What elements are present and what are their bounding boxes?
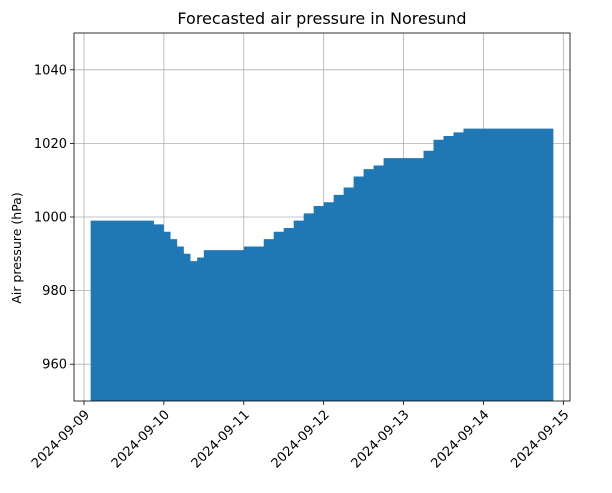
x-tick-label: 2024-09-10 (109, 407, 173, 471)
y-tick-label: 980 (42, 284, 67, 299)
y-tick-label: 1040 (34, 63, 67, 78)
x-tick-label: 2024-09-11 (189, 407, 253, 471)
y-axis-label: Air pressure (hPa) (9, 192, 24, 303)
y-tick-label: 1000 (34, 211, 67, 226)
chart-title: Forecasted air pressure in Noresund (177, 9, 466, 28)
pressure-area (90, 128, 554, 401)
x-tick-label: 2024-09-14 (428, 407, 492, 471)
x-tick-label: 2024-09-12 (269, 407, 333, 471)
y-tick-label: 960 (42, 358, 67, 373)
y-axis-ticks: 960 980 1000 1020 1040 (34, 63, 74, 373)
pressure-area-series (90, 128, 554, 401)
x-tick-label: 2024-09-15 (508, 407, 572, 471)
x-tick-label: 2024-09-09 (29, 407, 93, 471)
y-tick-label: 1020 (34, 137, 67, 152)
x-axis-ticks: 2024-09-09 2024-09-10 2024-09-11 2024-09-12… (29, 401, 572, 471)
x-tick-label: 2024-09-13 (349, 407, 413, 471)
